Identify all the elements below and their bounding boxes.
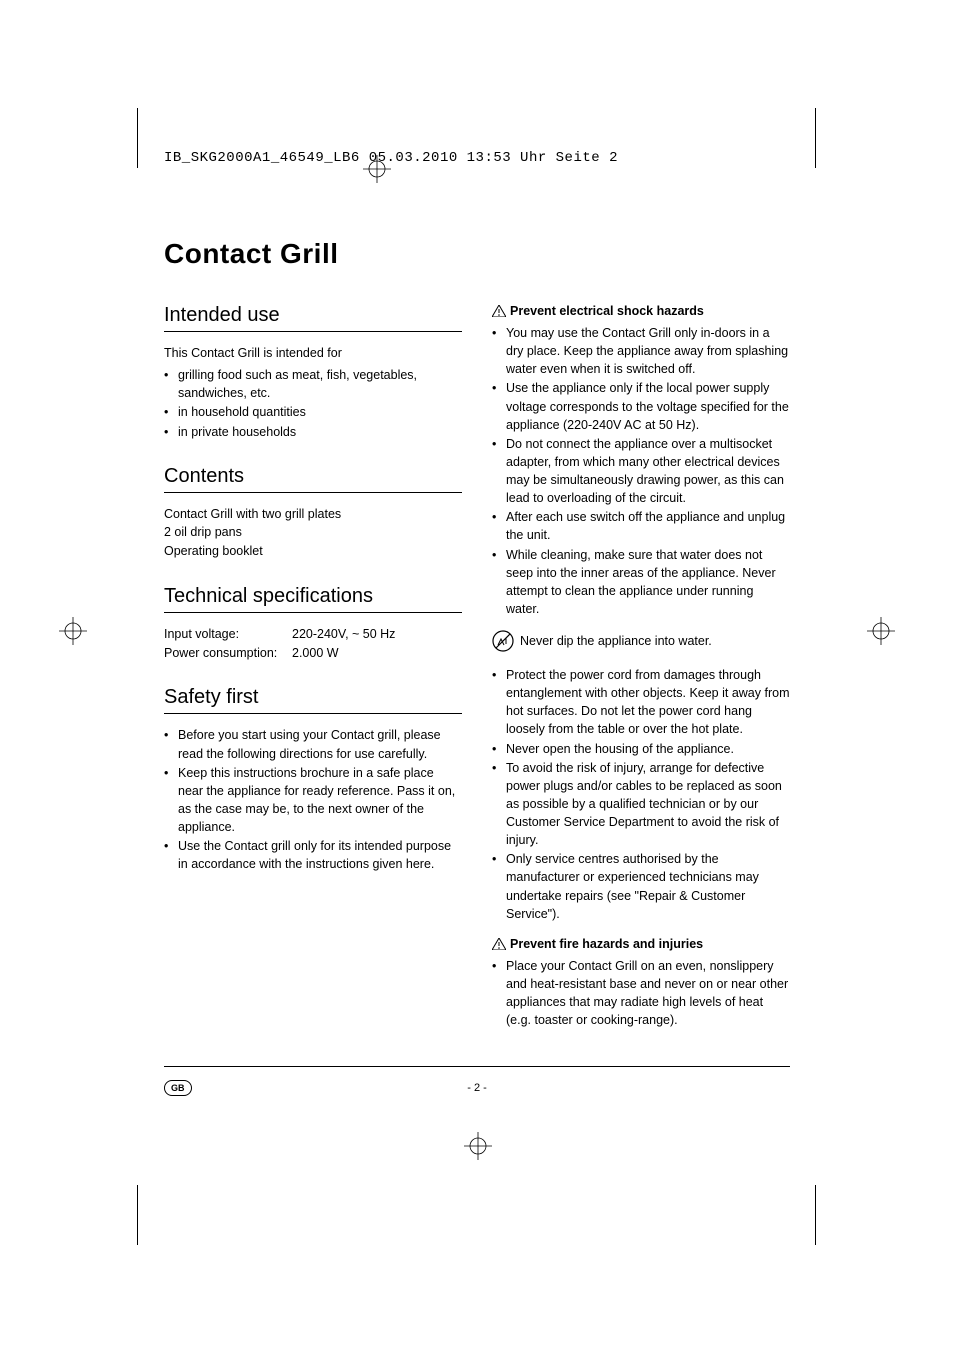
list-item: Use the Contact grill only for its inten… — [164, 837, 462, 873]
crop-mark — [137, 1185, 138, 1245]
list-item: grilling food such as meat, fish, vegeta… — [164, 366, 462, 402]
registration-mark-icon — [464, 1132, 492, 1160]
page-content: Contact Grill Intended use This Contact … — [164, 238, 790, 1030]
table-row: Power consumption: 2.000 W — [164, 644, 462, 663]
crop-mark — [815, 108, 816, 168]
fire-list: Place your Contact Grill on an even, non… — [492, 957, 790, 1030]
no-immersion-icon — [492, 630, 514, 652]
list-item: After each use switch off the appliance … — [492, 508, 790, 544]
list-item: You may use the Contact Grill only in-do… — [492, 324, 790, 378]
language-badge: GB — [164, 1080, 192, 1096]
registration-mark-icon — [59, 617, 87, 645]
no-water-warning: Never dip the appliance into water. — [492, 630, 790, 652]
list-item: Contact Grill with two grill plates — [164, 505, 462, 524]
intended-list: grilling food such as meat, fish, vegeta… — [164, 366, 462, 441]
safety-list: Before you start using your Contact gril… — [164, 726, 462, 873]
footer-rule — [164, 1066, 790, 1067]
list-item: While cleaning, make sure that water doe… — [492, 546, 790, 619]
section-heading-tech-spec: Technical specifications — [164, 585, 462, 613]
tech-spec-table: Input voltage: 220-240V, ~ 50 Hz Power c… — [164, 625, 462, 663]
spec-label: Power consumption: — [164, 644, 292, 663]
crop-mark — [815, 1185, 816, 1245]
spec-label: Input voltage: — [164, 625, 292, 644]
crop-mark — [137, 108, 138, 168]
warning-triangle-icon — [492, 305, 506, 317]
print-header: IB_SKG2000A1_46549_LB6 05.03.2010 13:53 … — [164, 150, 618, 166]
spec-value: 2.000 W — [292, 644, 339, 663]
list-item: in household quantities — [164, 403, 462, 421]
list-item: in private households — [164, 423, 462, 441]
list-item: 2 oil drip pans — [164, 523, 462, 542]
section-heading-safety: Safety first — [164, 686, 462, 714]
intended-intro: This Contact Grill is intended for — [164, 344, 462, 362]
list-item: Use the appliance only if the local powe… — [492, 379, 790, 433]
subheading-fire: Prevent fire hazards and injuries — [492, 937, 790, 951]
subheading-shock: Prevent electrical shock hazards — [492, 304, 790, 318]
shock-list-b: Protect the power cord from damages thro… — [492, 666, 790, 923]
spec-value: 220-240V, ~ 50 Hz — [292, 625, 395, 644]
subheading-text: Prevent fire hazards and injuries — [510, 937, 703, 951]
subheading-text: Prevent electrical shock hazards — [510, 304, 704, 318]
right-column: Prevent electrical shock hazards You may… — [492, 304, 790, 1030]
section-heading-contents: Contents — [164, 465, 462, 493]
no-water-text: Never dip the appliance into water. — [520, 634, 712, 648]
contents-list: Contact Grill with two grill plates 2 oi… — [164, 505, 462, 561]
page-footer: GB - 2 - — [164, 1080, 790, 1096]
document-title: Contact Grill — [164, 238, 790, 270]
list-item: Do not connect the appliance over a mult… — [492, 435, 790, 508]
list-item: To avoid the risk of injury, arrange for… — [492, 759, 790, 850]
warning-triangle-icon — [492, 938, 506, 950]
list-item: Protect the power cord from damages thro… — [492, 666, 790, 739]
left-column: Intended use This Contact Grill is inten… — [164, 304, 462, 1030]
section-heading-intended-use: Intended use — [164, 304, 462, 332]
list-item: Keep this instructions brochure in a saf… — [164, 764, 462, 837]
shock-list-a: You may use the Contact Grill only in-do… — [492, 324, 790, 618]
list-item: Place your Contact Grill on an even, non… — [492, 957, 790, 1030]
registration-mark-icon — [867, 617, 895, 645]
page-number: - 2 - — [467, 1082, 487, 1094]
list-item: Only service centres authorised by the m… — [492, 850, 790, 923]
list-item: Before you start using your Contact gril… — [164, 726, 462, 762]
list-item: Never open the housing of the appliance. — [492, 740, 790, 758]
list-item: Operating booklet — [164, 542, 462, 561]
table-row: Input voltage: 220-240V, ~ 50 Hz — [164, 625, 462, 644]
